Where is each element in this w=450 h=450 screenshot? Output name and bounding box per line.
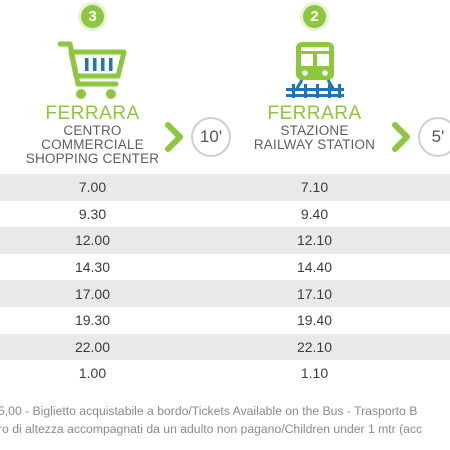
- departure-time: 7.10: [300, 179, 329, 196]
- table-row: 12.00 12.10: [0, 227, 450, 254]
- table-row: 9.30 9.40: [0, 201, 450, 228]
- departure-time: 22.00: [74, 338, 111, 355]
- stop-name-en: SHOPPING CENTER: [25, 151, 160, 166]
- departure-time: 12.00: [74, 232, 111, 249]
- departure-time: 22.10: [296, 338, 333, 355]
- stop-column-shopping-center: 3 FERRARA CENTRO COMMERCIALE SHOPPING CE…: [25, 0, 160, 166]
- departure-time: 12.10: [296, 232, 333, 249]
- table-row: 14.30 14.40: [0, 254, 450, 281]
- stop-name-it: STAZIONE: [280, 123, 349, 138]
- schedule-table: 7.00 7.10 9.30 9.40 12.00 12.10 14.30 14…: [0, 174, 450, 387]
- stop-city: FERRARA: [45, 103, 140, 124]
- stop-name-en: RAILWAY STATION: [253, 137, 376, 152]
- table-row: 19.30 19.40: [0, 307, 450, 334]
- stop-number-badge: 3: [81, 5, 104, 28]
- travel-time-badge: 5': [418, 117, 450, 157]
- table-row: 22.00 22.10: [0, 333, 450, 361]
- departure-time: 14.40: [296, 259, 333, 276]
- departure-time: 1.10: [300, 365, 329, 382]
- table-row: 7.00 7.10: [0, 174, 450, 201]
- chevron-right-icon: [165, 122, 183, 152]
- stop-column-railway-station: 2 FERRARA STAZIONE RAILWAY STATION: [247, 0, 382, 152]
- departure-time: 19.30: [74, 312, 111, 329]
- travel-time-indicator: 10': [165, 117, 231, 157]
- stop-city: FERRARA: [267, 103, 362, 124]
- departure-time: 14.30: [74, 259, 111, 276]
- departure-time: 9.40: [300, 205, 329, 222]
- table-row: 1.00 1.10: [0, 360, 450, 387]
- table-row: 17.00 17.10: [0, 280, 450, 307]
- departure-time: 7.00: [78, 179, 107, 196]
- departure-time: 17.10: [296, 285, 333, 302]
- departure-time: 19.40: [296, 312, 333, 329]
- stop-name-it: CENTRO COMMERCIALE: [41, 123, 144, 152]
- chevron-right-icon: [392, 122, 410, 152]
- shopping-cart-icon: [25, 40, 160, 104]
- train-icon: [247, 40, 382, 104]
- departure-time: 1.00: [78, 365, 107, 382]
- stop-number-badge: 2: [303, 5, 326, 28]
- travel-time-indicator: 5': [392, 117, 450, 157]
- departure-time: 17.00: [74, 285, 111, 302]
- children-note: ro di altezza accompagnati da un adulto …: [0, 422, 423, 436]
- ticket-note: 5,00 - Biglietto acquistabile a bordo/Ti…: [0, 404, 418, 418]
- departure-time: 9.30: [78, 205, 107, 222]
- travel-time-badge: 10': [191, 117, 231, 157]
